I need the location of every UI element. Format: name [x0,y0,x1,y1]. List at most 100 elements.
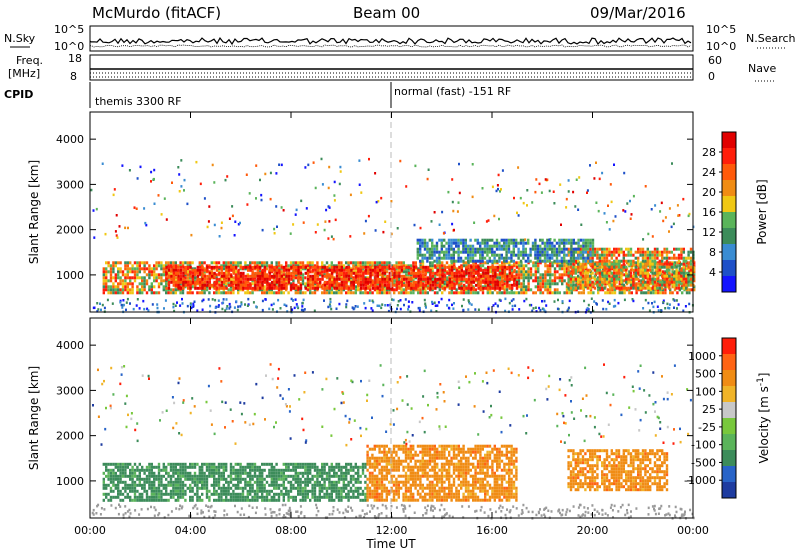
data-cell [661,280,664,284]
data-cell [174,489,177,493]
scatter-cell [280,206,283,209]
ground-scatter-cell [295,303,298,306]
data-cell [136,465,139,469]
data-cell [314,268,317,272]
ground-scatter-cell [240,303,243,306]
ground-scatter-cell [543,299,546,303]
ground-scatter-cell [261,308,264,312]
data-cell [450,241,453,245]
data-cell [323,268,327,272]
data-cell [155,492,158,496]
ground-scatter-cell [648,309,651,312]
data-cell [603,247,606,251]
ground-scatter-cell [151,303,154,306]
data-cell [565,285,569,289]
data-cell [194,283,197,287]
data-cell [174,291,177,295]
data-cell [548,253,551,257]
data-cell [558,264,561,268]
data-cell [354,291,357,295]
scatter-cell [183,178,186,182]
data-cell [445,241,448,245]
data-cell [613,253,616,257]
data-cell [165,486,168,490]
data-cell [452,259,455,263]
data-cell [234,270,237,274]
data-cell [249,283,252,287]
data-cell [143,264,146,268]
data-cell [189,471,192,475]
data-cell [673,247,676,251]
data-cell [448,291,451,295]
data-cell [598,280,601,284]
data-cell [215,286,219,290]
data-cell [247,265,250,269]
data-cell [227,277,231,281]
data-cell [172,480,175,484]
data-cell [232,271,235,275]
data-cell [539,250,542,254]
data-cell [181,480,185,484]
scatter-cell [672,222,675,226]
ground-scatter-cell [396,307,398,311]
data-cell [424,265,427,269]
ground-scatter-cell [163,307,165,310]
data-cell [549,261,552,265]
data-cell [381,286,384,290]
data-cell [592,291,595,295]
data-cell [105,495,108,499]
data-cell [605,250,609,254]
data-cell [225,261,228,265]
ground-scatter-cell [474,308,477,311]
ground-scatter-cell [211,298,214,301]
data-cell [439,277,442,281]
data-cell [102,273,105,277]
data-cell [587,253,590,257]
data-cell [235,286,238,290]
scatter-cell [447,190,450,194]
ground-scatter-cell [181,302,184,305]
data-cell [270,291,273,295]
data-cell [112,276,115,280]
data-cell [400,268,403,272]
data-cell [536,253,539,257]
data-cell [107,474,110,478]
data-cell [213,271,216,275]
data-cell [569,262,573,266]
data-cell [433,253,436,257]
data-cell [668,274,671,278]
data-cell [561,267,564,271]
data-cell [179,274,183,278]
scatter-cell [688,212,691,216]
data-cell [512,247,515,251]
data-cell [682,286,685,290]
data-cell [489,270,492,274]
data-cell [133,480,137,484]
ground-scatter-cell [407,308,410,311]
data-cell [570,291,573,295]
data-cell [157,489,161,493]
data-cell [555,256,559,260]
data-cell [439,283,442,287]
data-cell [505,259,508,263]
data-cell [254,265,257,269]
data-cell [416,241,419,245]
data-cell [131,267,134,271]
data-cell [379,268,382,272]
data-cell [349,291,353,295]
data-cell [689,268,693,272]
data-cell [203,483,206,487]
scatter-cell [275,172,278,175]
data-cell [220,271,223,275]
data-cell [613,271,616,275]
data-cell [419,241,422,245]
scatter-cell [534,190,537,194]
data-cell [591,262,594,266]
data-cell [357,277,360,281]
data-cell [174,486,177,490]
data-cell [141,492,144,496]
data-cell [355,280,358,284]
data-cell [479,256,482,260]
data-cell [259,274,262,278]
data-cell [191,480,194,484]
